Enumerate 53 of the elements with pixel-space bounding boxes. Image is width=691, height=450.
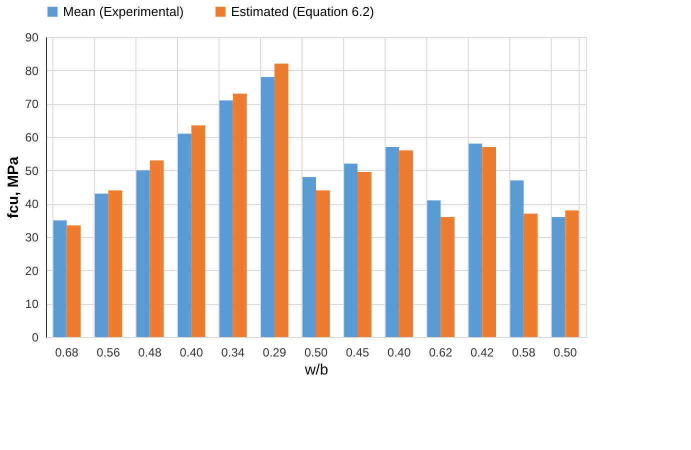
bar (136, 170, 150, 337)
x-tick-label: 0.45 (346, 346, 370, 360)
bar (316, 190, 330, 337)
bar (440, 217, 455, 337)
y-tick-label: 80 (25, 64, 39, 78)
bar (219, 100, 233, 337)
bar (108, 190, 122, 337)
y-tick-label: 50 (25, 164, 39, 178)
bar (52, 220, 67, 337)
bar (482, 147, 496, 337)
y-tick-label: 30 (25, 230, 39, 244)
bar (177, 134, 192, 337)
y-tick-label: 40 (25, 197, 39, 212)
x-tick-label: 0.62 (428, 346, 453, 360)
bar (385, 147, 400, 337)
y-tick-label: 60 (25, 130, 39, 144)
bar (426, 200, 441, 337)
y-tick-label: 0 (32, 330, 39, 344)
bar (302, 177, 316, 337)
bar (399, 150, 413, 337)
x-tick-label: 0.42 (470, 346, 494, 360)
bar (150, 160, 164, 337)
x-tick-label: 0.68 (55, 346, 79, 360)
x-tick-label: 0.50 (304, 346, 328, 360)
y-tick-label: 20 (25, 264, 39, 278)
bar (468, 144, 482, 337)
bar (260, 77, 274, 337)
legend-label: Estimated (Equation 6.2) (231, 4, 374, 19)
y-tick-label: 70 (25, 97, 39, 112)
bar (344, 164, 358, 337)
x-tick-label: 0.56 (96, 346, 120, 360)
y-tick-label: 90 (25, 30, 39, 44)
x-tick-label: 0.48 (138, 346, 162, 360)
bar (274, 64, 288, 337)
x-axis-title: w/b (304, 362, 328, 378)
legend-label: Mean (Experimental) (63, 4, 184, 19)
bar (191, 125, 206, 337)
x-tick-label: 0.40 (387, 346, 412, 360)
bar (551, 217, 566, 337)
bar (66, 225, 81, 337)
x-tick-label: 0.58 (512, 346, 536, 360)
bar (565, 210, 580, 337)
bar (524, 214, 538, 337)
x-tick-label: 0.34 (221, 346, 245, 360)
bar (232, 94, 247, 337)
y-axis-title: fcu, MPa (5, 156, 22, 218)
bar (510, 180, 524, 337)
x-tick-label: 0.40 (180, 346, 204, 360)
bar (94, 194, 108, 337)
x-tick-label: 0.50 (554, 346, 578, 360)
y-tick-label: 10 (25, 297, 39, 312)
bar (358, 172, 372, 337)
x-tick-label: 0.29 (262, 346, 286, 360)
